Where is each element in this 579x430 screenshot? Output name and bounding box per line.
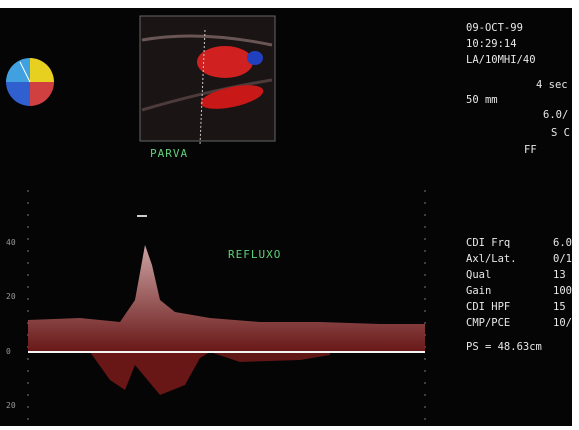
vessel-label: PARVA [150,147,188,160]
param-value: 15 [553,301,566,313]
param-value: 0/1 [553,253,572,265]
finding-label: REFLUXO [228,248,281,261]
freq: 6.0/ [543,109,568,121]
time: 10:29:14 [466,38,517,50]
page: PARVA REFLUXO 40 20 0 20 09-OCT-99 10:29:14… [0,0,579,430]
probe: LA/10MHI/40 [466,54,536,66]
param-value: 13 [553,269,566,281]
filter: FF [524,144,537,156]
param-name: CDI Frq [466,237,510,249]
scale-code: S C [551,127,570,139]
scale-label: 20 [6,292,16,301]
measurement: PS = 48.63cm [466,341,542,353]
scale-label: 0 [6,347,11,356]
display [0,8,572,426]
param-name: CDI HPF [466,301,510,313]
sweep: 4 sec [536,79,568,91]
color-doppler-box [140,16,275,145]
param-value: 6.0 [553,237,572,249]
param-value: 10/ [553,317,572,329]
param-name: Qual [466,269,491,281]
date: 09-OCT-99 [466,22,523,34]
param-name: Gain [466,285,491,297]
param-name: Axl/Lat. [466,253,517,265]
param-value: 100 [553,285,572,297]
param-name: CMP/PCE [466,317,510,329]
depth: 50 mm [466,94,498,106]
scale-label: 40 [6,238,16,247]
ultrasound-screen: PARVA REFLUXO 40 20 0 20 09-OCT-99 10:29:14… [0,0,579,430]
color-wheel [6,58,54,106]
scale-label: 20 [6,401,16,410]
